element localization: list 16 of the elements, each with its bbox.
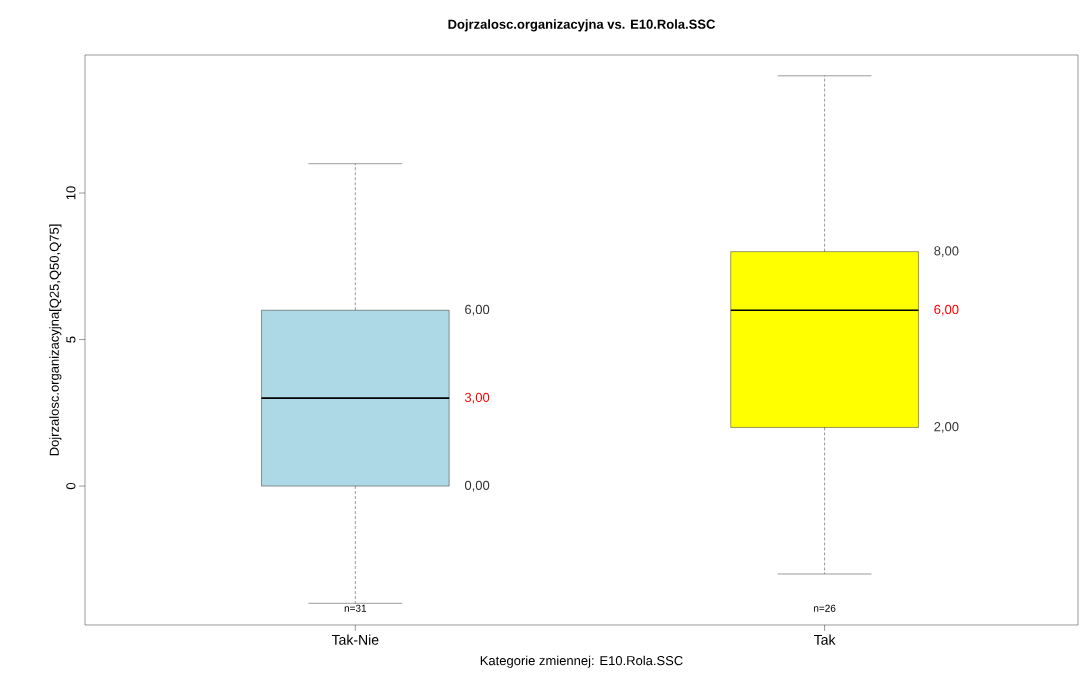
annotation: 3,00	[464, 392, 490, 404]
x-axis-title: Kategorie zmiennej: E10.Rola.SSC	[480, 655, 683, 668]
x-tick-label: Tak	[814, 634, 836, 645]
y-tick-label: 10	[66, 186, 76, 200]
y-axis-title: Dojrzalosc.organizacyjna[Q25,Q50,Q75]	[49, 224, 62, 456]
annotation: 6,00	[465, 304, 490, 316]
annotation: 6,00	[934, 304, 959, 316]
y-tick-label: 0	[66, 482, 76, 490]
chart-title: Dojrzalosc.organizacyjna vs. E10.Rola.SSC	[448, 19, 716, 32]
annotation: 0,00	[464, 480, 490, 492]
annotation: 8,00	[934, 246, 959, 257]
annotation: n=31	[344, 604, 367, 612]
annotation: 2,00	[934, 422, 959, 433]
annotation: n=26	[813, 604, 836, 612]
y-tick-label: 5	[66, 336, 76, 343]
x-tick-label: Tak-Nie	[331, 634, 379, 645]
